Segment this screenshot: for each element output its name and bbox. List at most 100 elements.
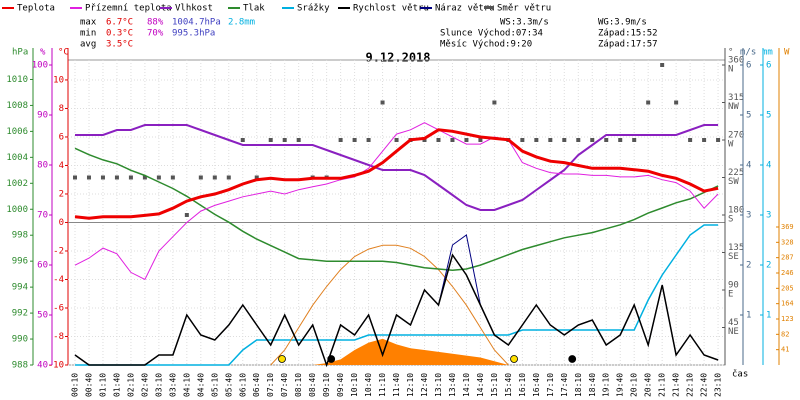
x-tick-label: 09:10 xyxy=(322,373,331,397)
x-tick-label: 01:10 xyxy=(98,373,107,397)
x-tick-label: 21:40 xyxy=(672,373,681,397)
wind-direction-point xyxy=(590,138,595,142)
info-moon: Měsíc Východ:9:20 xyxy=(440,40,532,50)
x-tick-label: 09:40 xyxy=(336,373,345,397)
y-tick-label: 123 xyxy=(781,315,794,323)
wind-direction-point xyxy=(226,175,231,180)
stat-press: 1004.7hPa xyxy=(172,18,221,28)
x-tick-label: 12:10 xyxy=(406,373,415,397)
legend-label: Tlak xyxy=(243,4,265,14)
y-tick-label: 998 xyxy=(12,231,28,241)
axis-title: °C xyxy=(58,48,69,58)
wind-direction-point xyxy=(436,138,441,142)
axis-title: mm xyxy=(762,48,773,58)
stat-rain: 2.8mm xyxy=(228,18,255,28)
x-tick-label: 08:40 xyxy=(308,373,317,397)
x-tick-label: 03:10 xyxy=(154,373,163,397)
y-tick-label: 6 xyxy=(746,61,751,71)
y-tick-label: -10 xyxy=(48,361,64,371)
x-tick-label: 17:40 xyxy=(560,373,569,397)
y-tick-label: 1008 xyxy=(6,101,28,111)
x-tick-label: 13:10 xyxy=(434,373,443,397)
x-tick-label: 14:10 xyxy=(462,373,471,397)
y-tick-label: SE xyxy=(728,252,739,262)
y-tick-label: 328 xyxy=(781,238,794,246)
x-tick-label: 00:40 xyxy=(84,373,93,397)
x-tick-label: 19:10 xyxy=(602,373,611,397)
wind-direction-point xyxy=(646,100,651,105)
wind-direction-point xyxy=(394,138,399,142)
wind-direction-point xyxy=(184,213,189,217)
legend-label: Srážky xyxy=(297,4,330,14)
x-tick-label: 15:10 xyxy=(490,373,499,397)
x-tick-label: 05:40 xyxy=(224,373,233,397)
wind-direction-point xyxy=(380,100,385,105)
wind-direction-point xyxy=(562,138,567,142)
x-tick-label: 10:40 xyxy=(364,373,373,397)
wind-direction-point xyxy=(548,138,553,142)
y-tick-label: NE xyxy=(728,327,739,337)
wind-direction-point xyxy=(142,175,147,180)
legend-label: Rychlost větru xyxy=(353,4,429,14)
y-tick-label: 5 xyxy=(766,111,771,121)
x-tick-label: 20:40 xyxy=(644,373,653,397)
y-tick-label: 1000 xyxy=(6,205,28,215)
wind-direction-point xyxy=(688,138,693,142)
stat-label: max xyxy=(80,18,97,28)
wind-direction-point xyxy=(100,175,105,180)
y-tick-label: 6 xyxy=(766,61,771,71)
y-tick-label: 10 xyxy=(53,75,64,85)
wind-direction-point xyxy=(632,138,637,142)
x-axis-title: čas xyxy=(732,369,748,380)
wind-direction-point xyxy=(296,138,301,142)
info-moonset: Západ:17:57 xyxy=(598,40,658,50)
y-tick-label: 45 xyxy=(728,318,739,328)
x-tick-label: 05:10 xyxy=(210,373,219,397)
axis-title: m/s xyxy=(740,48,756,58)
series-line xyxy=(75,224,719,366)
y-tick-label: 3 xyxy=(766,211,771,221)
wind-direction-point xyxy=(450,138,455,142)
stat-label: min xyxy=(80,29,96,39)
x-tick-label: 14:40 xyxy=(476,373,485,397)
y-tick-label: -2 xyxy=(53,246,64,256)
wind-direction-point xyxy=(198,175,203,180)
y-tick-label: -8 xyxy=(53,332,64,342)
y-tick-label: 4 xyxy=(59,161,64,171)
x-tick-label: 19:40 xyxy=(616,373,625,397)
wind-direction-point xyxy=(478,138,483,142)
stat-temp: 6.7°C xyxy=(106,18,133,28)
stat-temp: 0.3°C xyxy=(106,29,133,39)
x-tick-label: 07:10 xyxy=(266,373,275,397)
x-tick-label: 00:10 xyxy=(71,373,80,397)
x-tick-label: 22:40 xyxy=(700,373,709,397)
wind-direction-point xyxy=(492,100,497,105)
series-line xyxy=(74,147,719,272)
x-tick-label: 04:40 xyxy=(196,373,205,397)
x-tick-label: 11:40 xyxy=(392,373,401,397)
x-tick-label: 15:40 xyxy=(504,373,513,397)
y-tick-label: 6 xyxy=(59,132,64,142)
info-sunset: Západ:15:52 xyxy=(598,29,658,39)
y-tick-label: 2 xyxy=(766,261,771,271)
wind-direction-point xyxy=(338,138,343,142)
wind-direction-point xyxy=(576,138,581,142)
y-tick-label: 50 xyxy=(37,311,48,321)
y-tick-label: 315 xyxy=(728,93,744,103)
x-tick-label: 17:10 xyxy=(546,373,555,397)
y-tick-label: -6 xyxy=(53,303,64,313)
y-tick-label: 4 xyxy=(766,161,771,171)
x-tick-label: 16:40 xyxy=(532,373,541,397)
y-tick-label: E xyxy=(728,290,733,300)
y-tick-label: 990 xyxy=(12,335,28,345)
wind-direction-point xyxy=(156,175,161,180)
legend-label: Teplota xyxy=(17,4,55,14)
y-tick-label: 1004 xyxy=(6,153,28,163)
y-tick-label: 60 xyxy=(37,261,48,271)
wind-direction-point xyxy=(604,138,609,142)
astro-marker xyxy=(568,355,577,363)
y-tick-label: SW xyxy=(728,177,739,187)
y-tick-label: 0 xyxy=(59,218,64,228)
series-area xyxy=(75,338,719,365)
